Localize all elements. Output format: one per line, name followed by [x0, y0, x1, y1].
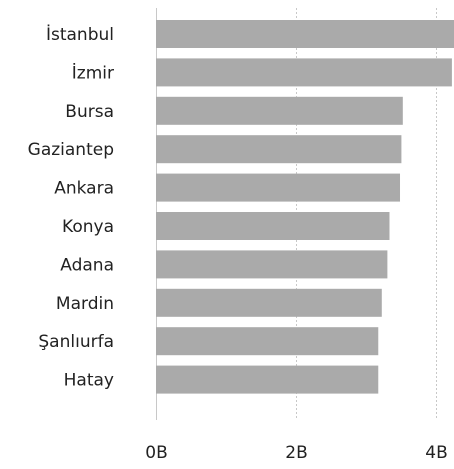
category-label-6: Adana — [60, 255, 114, 275]
x-axis-ticks: 0B 2B 4B — [145, 443, 447, 463]
bar-4 — [156, 173, 401, 202]
bar-0 — [156, 20, 454, 48]
category-label-4: Ankara — [54, 179, 114, 199]
category-label-8: Şanlıurfa — [38, 332, 114, 352]
category-labels: İstanbul İzmir Bursa Gaziantep Ankara Konya Ad… — [28, 24, 114, 391]
category-label-5: Konya — [62, 217, 114, 237]
bar-layer — [156, 20, 454, 394]
category-label-1: İzmir — [72, 62, 114, 83]
x-tick-label-0: 0B — [145, 443, 167, 463]
x-tick-label-2: 4B — [425, 443, 447, 463]
bar-8 — [156, 327, 379, 356]
category-label-3: Gaziantep — [28, 140, 114, 160]
bar-9 — [156, 365, 379, 394]
category-label-9: Hatay — [64, 371, 114, 391]
bar-6 — [156, 250, 388, 279]
category-label-2: Bursa — [65, 102, 114, 122]
bar-7 — [156, 288, 382, 317]
category-label-0: İstanbul — [46, 24, 114, 45]
bar-3 — [156, 135, 402, 164]
bar-1 — [156, 58, 452, 87]
bar-5 — [156, 212, 390, 240]
bar-2 — [156, 96, 403, 125]
x-tick-label-1: 2B — [285, 443, 307, 463]
category-label-7: Mardin — [56, 294, 114, 314]
